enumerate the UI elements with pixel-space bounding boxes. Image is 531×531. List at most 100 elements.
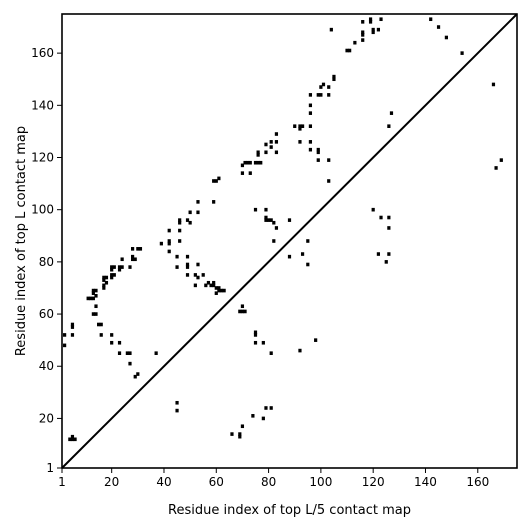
x-axis-label: Residue index of top L/5 contact map [168,503,411,518]
contact-point [316,158,320,162]
contact-point [287,254,292,259]
contact-point [327,93,331,97]
contact-point [178,218,182,222]
contact-point [214,179,218,183]
contact-point [209,283,213,288]
contact-point [274,226,279,230]
contact-point [327,85,331,89]
contact-point [379,17,383,22]
contact-point [110,340,114,345]
contact-point [102,275,106,280]
contact-point [110,275,114,280]
y-tick-label: 80 [39,255,54,269]
contact-point [274,140,279,144]
contact-point [136,372,140,376]
contact-point [298,127,302,131]
contact-point [175,408,179,413]
x-tick-label: 80 [261,475,276,489]
contact-point [264,142,268,147]
contact-point [86,296,90,301]
contact-point [240,424,245,429]
contact-point [264,207,268,212]
contact-point [188,210,192,215]
contact-point [316,150,320,155]
contact-point [306,239,310,243]
contact-point [259,160,263,165]
contact-point [253,330,258,335]
data-points [63,17,503,442]
contact-point [361,30,365,35]
contact-point [117,265,122,269]
contact-point [287,218,292,222]
contact-point [94,293,98,298]
y-tick-label: 120 [31,151,54,165]
contact-point [185,273,190,277]
contact-point [238,434,242,439]
contact-point [272,220,276,225]
contact-point [178,239,182,243]
x-tick-label: 120 [362,475,385,489]
contact-point [91,296,95,301]
x-tick-label: 40 [156,475,171,489]
contact-point [274,150,279,155]
contact-point [376,252,381,256]
contact-point [70,434,75,439]
contact-point [332,77,336,82]
x-axis-ticks: 1 20 40 60 80 100 120 140 160 [58,468,489,489]
contact-point [196,275,200,280]
contact-point [240,304,245,309]
x-tick-label: 20 [104,475,119,489]
contact-point [110,333,114,337]
contact-point [110,267,114,272]
contact-point [429,17,433,22]
contact-point [196,262,200,267]
contact-point [167,249,171,254]
contact-point [243,309,247,314]
contact-point [300,252,305,256]
contact-point [298,140,302,144]
contact-point [219,288,224,293]
contact-point [308,93,313,97]
contact-point [371,207,375,212]
contact-point [436,25,441,29]
contact-point [494,166,498,170]
contact-point [212,200,216,204]
contact-point [348,48,352,53]
contact-point [206,280,211,285]
contact-point [308,103,313,108]
contact-point [117,267,122,272]
contact-point [308,147,313,152]
contact-point [256,153,260,157]
contact-point [222,288,226,293]
contact-point [110,265,114,269]
contact-point [361,38,365,42]
contact-point [238,432,242,436]
contact-point [327,179,331,183]
contact-point [253,207,258,212]
contact-point [104,280,109,285]
contact-point [253,333,258,337]
contact-point [298,124,302,128]
contact-point [384,260,388,264]
contact-point [185,262,190,267]
contact-point [212,280,216,285]
contact-point [125,351,129,355]
contact-point [193,283,197,288]
contact-point [308,111,313,115]
contact-point [353,40,357,45]
contact-point [94,312,98,316]
contact-point [371,27,375,32]
y-tick-label: 1 [46,461,54,475]
contact-point [91,312,95,316]
contact-point [104,275,109,280]
contact-point [204,283,208,288]
contact-point [387,215,391,220]
contact-point [178,220,182,225]
contact-point [201,273,205,277]
contact-point [272,239,276,243]
contact-point [319,93,323,97]
contact-point [269,145,273,149]
contact-point [131,254,135,259]
